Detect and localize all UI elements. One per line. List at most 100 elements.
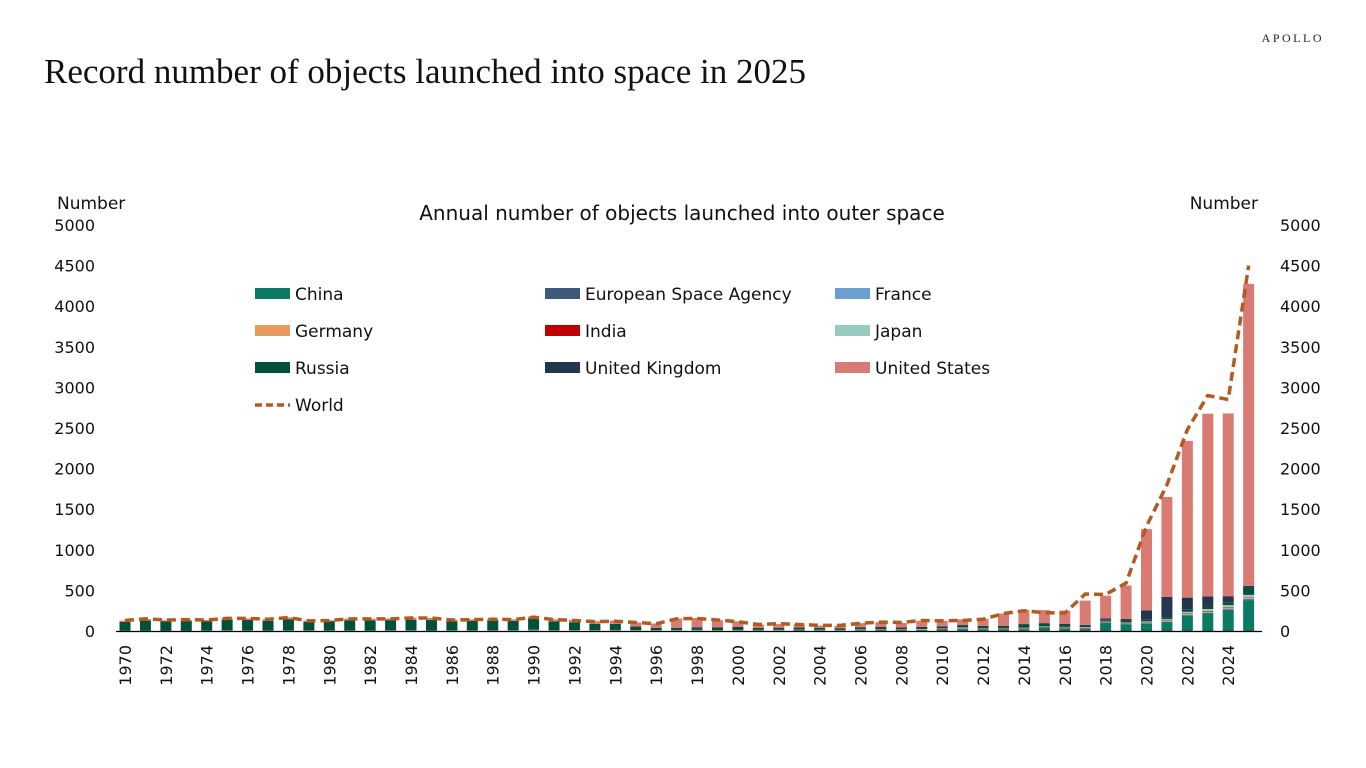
bar-segment-united-kingdom [793,627,805,629]
legend-label: Russia [295,359,350,379]
bar-segment-japan [1079,627,1091,628]
x-tick-label: 1992 [565,645,584,686]
y-tick-label-left: 4000 [54,297,95,316]
legend-swatch [545,288,580,299]
bar-segment-france [1161,621,1173,622]
bar-segment-united-kingdom [854,627,866,628]
bar-segment-united-states [630,622,642,627]
x-tick-label: 1998 [688,645,707,686]
legend-label: India [585,322,627,342]
bar-segment-china [1161,622,1173,631]
x-tick-label: 2016 [1056,645,1075,686]
bar-segment-russia [528,618,540,630]
bar-segment-japan [568,630,580,631]
bar-segment-russia [282,619,294,631]
bar-segment-russia [425,620,437,631]
bar-segment-russia [895,627,907,630]
bar-segment-russia [1059,624,1071,627]
bar-segment-united-states [1018,609,1030,625]
bar-segment-japan [630,630,642,631]
y-tick-label-right: 1500 [1280,500,1321,519]
bar-segment-japan [323,630,335,631]
bar-segment-united-kingdom [1181,597,1193,610]
x-tick-label: 2014 [1015,645,1034,686]
bar-segment-china [1038,627,1050,631]
bar-segment-japan [957,627,969,628]
bar-segment-united-kingdom [773,627,785,629]
bar-segment-russia [875,627,887,630]
bar-segment-united-kingdom [711,627,723,629]
bar-segment-united-kingdom [691,627,703,628]
apollo-logo: APOLLO [1261,31,1324,45]
bar-segment-japan [711,630,723,631]
bar-segment-united-states [1059,610,1071,625]
bar-segment-united-states [425,618,437,621]
bar-segment-united-kingdom [1059,624,1071,625]
bar-segment-united-states [773,624,785,628]
y-tick-label-left: 2000 [54,460,95,479]
bar-segment-russia [160,621,172,631]
bar-segment-japan [487,630,499,631]
world-line [124,265,1251,628]
bar-segment-japan [221,630,233,631]
bar-segment-china [1181,615,1193,631]
bar-segment-china [1141,623,1152,631]
bar-segment-united-kingdom [1079,624,1091,626]
bar-segment-china [854,630,866,631]
bar-segment-india [1079,627,1091,629]
bar-segment-japan [1202,608,1214,612]
x-tick-label: 2024 [1219,645,1238,686]
bar-segment-russia [711,627,723,631]
bar-segment-japan [916,629,928,630]
bar-segment-united-states [119,620,131,622]
y-tick-label-left: 500 [64,581,95,600]
x-tick-label: 2000 [729,645,748,686]
bar-segment-china [957,629,969,631]
bar-segment-japan [752,629,764,631]
bar-segment-russia [752,627,764,630]
x-tick-label: 1990 [525,645,544,686]
x-tick-label: 2022 [1178,645,1197,686]
legend-label: China [295,285,344,305]
x-tick-label: 2006 [851,645,870,686]
bar-segment-japan [977,628,989,629]
bar-segment-russia [548,621,560,631]
bar-segment-france [1079,628,1091,630]
bar-segment-united-kingdom [977,625,989,627]
x-tick-label: 1984 [402,645,421,686]
y-tick-label-right: 2000 [1280,460,1321,479]
bar-segment-united-kingdom [916,626,928,628]
bar-segment-germany [854,629,866,631]
bar-segment-european-space-agency [1202,612,1214,614]
bar-segment-japan [446,630,458,631]
bar-segment-japan [528,629,540,631]
bar-segment-china [936,629,948,631]
bar-segment-russia [242,619,254,631]
x-tick-label: 2018 [1097,645,1116,686]
bar-segment-russia [1141,619,1152,622]
bar-segment-japan [895,629,907,630]
x-tick-label: 1994 [606,645,625,686]
bar-segment-russia [977,626,989,629]
bar-segment-china [895,630,907,631]
bar-segment-japan [773,629,785,631]
bar-segment-japan [609,629,621,631]
bar-segment-united-states [732,621,744,628]
bar-segment-japan [364,630,376,632]
y-tick-label-right: 1000 [1280,541,1321,560]
bar-segment-germany [773,630,785,631]
bar-segment-germany [1202,611,1214,613]
bar-segment-germany [1222,607,1234,609]
bar-segment-japan [282,630,294,631]
bar-segment-united-kingdom [1222,596,1234,603]
bar-segment-united-states [548,619,560,622]
bar-segment-russia [201,621,213,631]
bar-segment-india [1120,623,1132,624]
bar-segment-united-kingdom [957,625,969,626]
bar-segment-united-states [1100,595,1112,619]
bar-segment-india [1243,597,1255,598]
bar-segment-india [1059,627,1071,629]
bar-segment-india [385,630,397,632]
y-tick-label-right: 3500 [1280,338,1321,357]
